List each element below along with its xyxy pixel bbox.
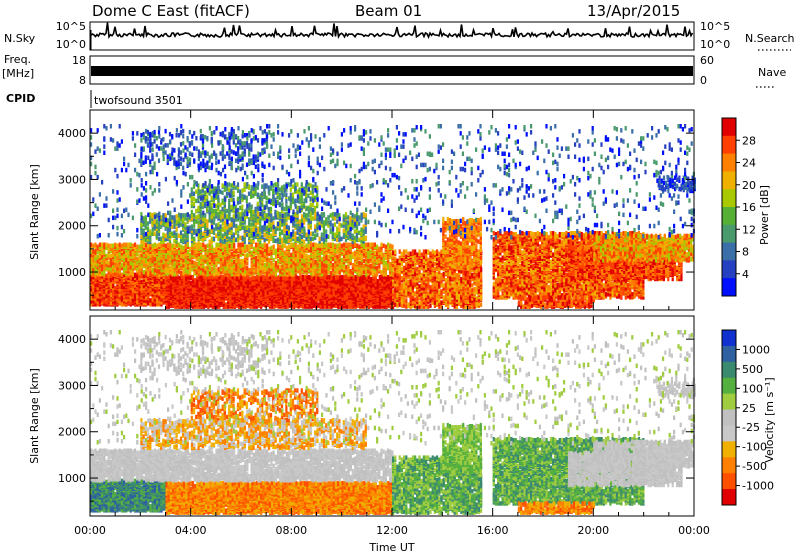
power-cell [141, 280, 143, 285]
power-cell [190, 281, 192, 286]
freq-label-top: Freq. [4, 53, 31, 66]
power-cell [179, 276, 181, 281]
nave-tick-top: 60 [700, 54, 714, 67]
power-cell [149, 298, 151, 303]
nave-tick-bottom: 0 [700, 74, 707, 87]
power-scatter-cells [90, 124, 696, 309]
date-title: 13/Apr/2015 [587, 2, 680, 20]
power-cell [147, 296, 149, 301]
power-cell [192, 275, 194, 280]
nsearch-label: N.Search [745, 32, 795, 45]
freq-label-unit: [MHz] [2, 67, 34, 80]
power-cell [210, 275, 212, 280]
power-cell [121, 280, 123, 285]
nsky-trace [91, 23, 693, 50]
nsky-tick-bottom: 10^0 [56, 38, 86, 51]
power-cell [114, 286, 116, 291]
power-cell [168, 275, 170, 280]
power-cell [190, 275, 192, 280]
nsky-tick-top: 10^5 [56, 20, 86, 33]
power-cell [134, 273, 136, 278]
power-cell [192, 287, 194, 292]
beam-title: Beam 01 [355, 2, 422, 20]
power-cell [132, 277, 134, 282]
freq-tick-top: 18 [72, 54, 86, 67]
power-cell [99, 298, 101, 303]
nsky-line [91, 23, 693, 37]
power-cell [225, 302, 227, 307]
power-cell [110, 301, 112, 306]
nsearch-tick-bottom: 10^0 [700, 38, 730, 51]
cpid-value: twofsound 3501 [94, 94, 183, 107]
power-cell [121, 273, 123, 278]
freq-tick-bottom: 8 [79, 74, 86, 87]
nave-label: Nave [758, 66, 786, 79]
power-cell [105, 274, 107, 279]
freq-band [91, 66, 693, 76]
power-cell [174, 276, 176, 281]
power-cell [221, 275, 223, 280]
nsearch-tick-top: 10^5 [700, 20, 730, 33]
nsky-label: N.Sky [4, 32, 36, 45]
power-cell [166, 276, 168, 281]
cpid-label: CPID [6, 92, 35, 105]
power-cell [194, 278, 196, 283]
station-title: Dome C East (fitACF) [92, 2, 250, 20]
figure: Dome C East (fitACF) Beam 01 13/Apr/2015… [0, 0, 800, 554]
